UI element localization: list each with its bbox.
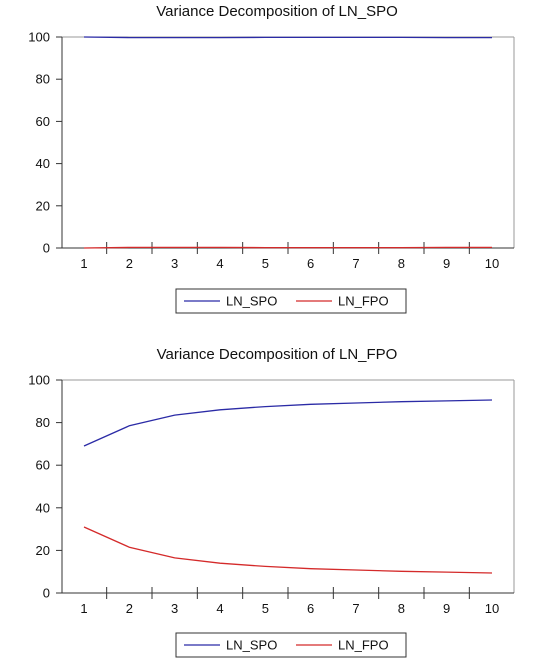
- legend-label: LN_SPO: [226, 638, 277, 653]
- x-tick-label: 8: [398, 601, 405, 616]
- x-tick-label: 7: [352, 256, 359, 271]
- legend-label: LN_SPO: [226, 294, 277, 309]
- y-tick-label: 20: [36, 198, 50, 213]
- chart-legend: LN_SPO LN_FPO: [175, 632, 407, 658]
- x-tick-label: 6: [307, 256, 314, 271]
- x-tick-label: 5: [262, 256, 269, 271]
- x-tick-label: 3: [171, 601, 178, 616]
- legend-label: LN_FPO: [338, 638, 389, 653]
- y-tick-label: 40: [36, 500, 50, 515]
- chart-title: Variance Decomposition of LN_FPO: [157, 346, 398, 363]
- chart-legend: LN_SPO LN_FPO: [175, 288, 407, 314]
- series-line-ln-spo: [83, 36, 492, 39]
- x-tick-label: 9: [443, 256, 450, 271]
- x-tick-label: 8: [398, 256, 405, 271]
- y-tick-label: 0: [43, 586, 50, 601]
- x-tick-label: 1: [80, 601, 87, 616]
- y-tick-label: 20: [36, 543, 50, 558]
- x-tick-label: 1: [80, 256, 87, 271]
- y-tick-label: 40: [36, 156, 50, 171]
- legend-label: LN_FPO: [338, 294, 389, 309]
- chart-panel-1: Variance Decomposition of LN_SPO 0 20 40 60 8…: [28, 3, 515, 314]
- y-tick-label: 80: [36, 415, 50, 430]
- y-tick-label: 80: [36, 72, 50, 87]
- x-tick-label: 4: [216, 601, 223, 616]
- x-tick-label: 4: [216, 256, 223, 271]
- x-tick-label: 9: [443, 601, 450, 616]
- x-tick-label: 3: [171, 256, 178, 271]
- x-tick-label: 5: [262, 601, 269, 616]
- chart-panel-2: Variance Decomposition of LN_FPO 0 20 40 60 8…: [28, 346, 515, 658]
- y-tick-label: 100: [28, 30, 50, 45]
- series-line-ln-fpo: [83, 246, 492, 249]
- x-tick-label: 7: [352, 601, 359, 616]
- series-line-ln-fpo: [83, 526, 493, 574]
- x-tick-label: 2: [126, 256, 133, 271]
- x-tick-label: 6: [307, 601, 314, 616]
- chart-title: Variance Decomposition of LN_SPO: [156, 3, 398, 20]
- y-tick-label: 0: [43, 241, 50, 256]
- y-tick-label: 60: [36, 458, 50, 473]
- x-tick-label: 10: [485, 601, 499, 616]
- y-tick-label: 100: [28, 373, 50, 388]
- series-line-ln-spo: [83, 399, 493, 447]
- x-tick-label: 2: [126, 601, 133, 616]
- x-tick-label: 10: [485, 256, 499, 271]
- y-tick-label: 60: [36, 114, 50, 129]
